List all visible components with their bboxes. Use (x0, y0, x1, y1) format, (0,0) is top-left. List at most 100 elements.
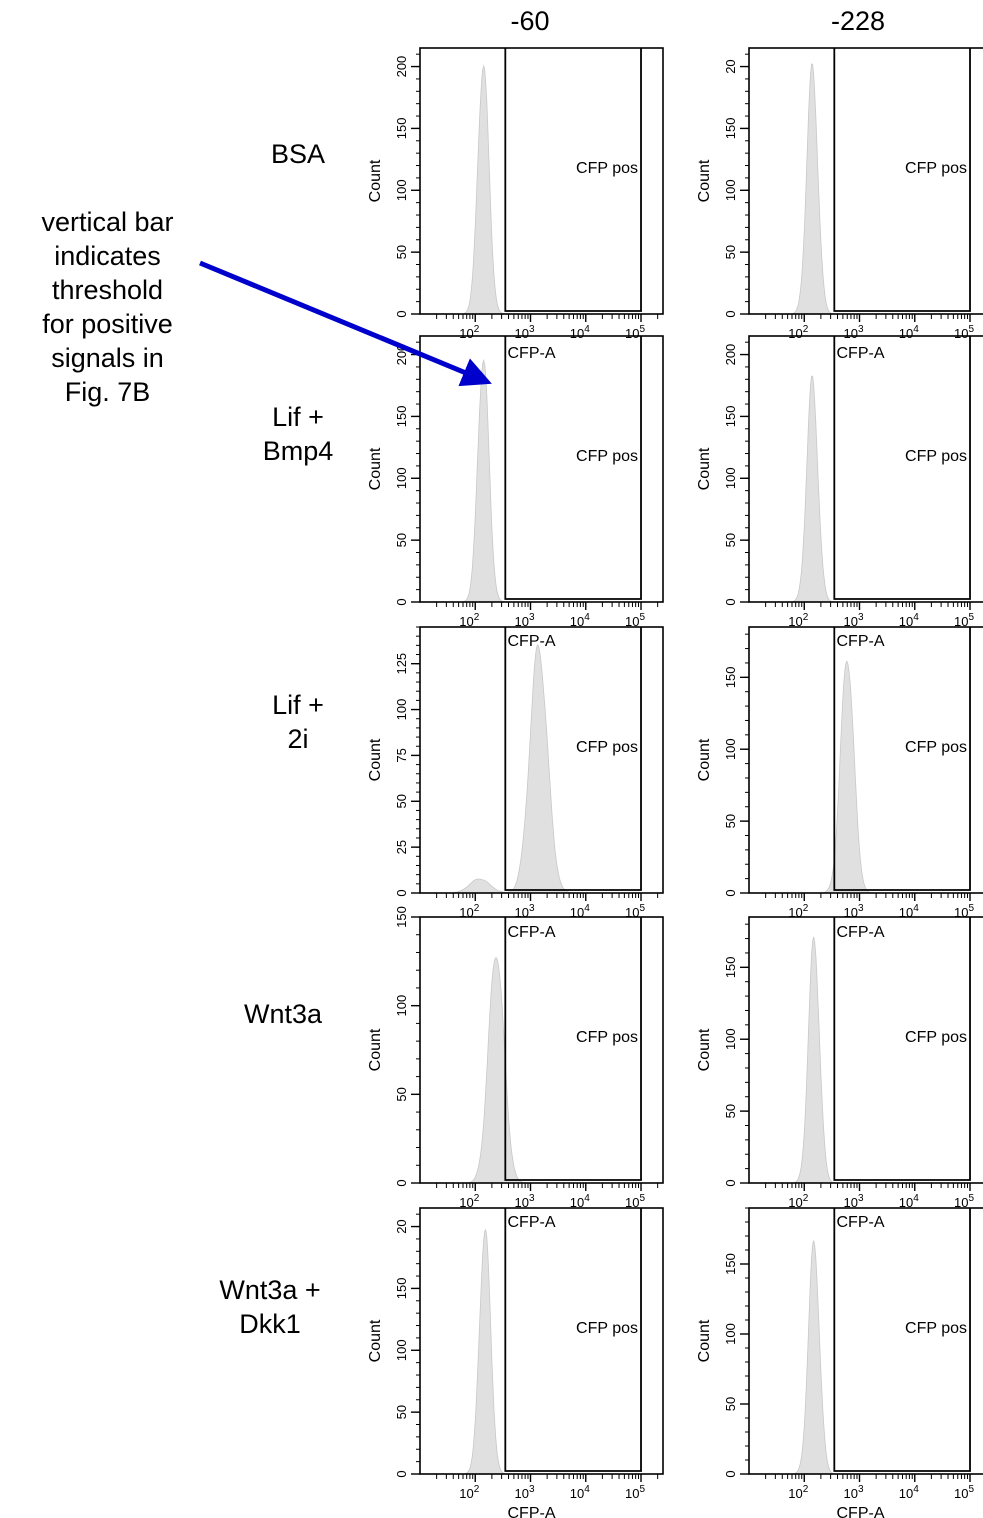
row-label-line: Dkk1 (239, 1309, 301, 1339)
y-tick-label: 0 (723, 1470, 738, 1477)
gate-threshold-bar (504, 48, 642, 312)
gate-label: CFP pos (905, 739, 967, 756)
x-tick-label: 102 (459, 612, 479, 629)
y-tick-label: 50 (394, 533, 409, 547)
y-tick-label: 50 (723, 533, 738, 547)
y-tick-label: 20 (394, 1219, 409, 1233)
x-tick-label: 104 (899, 612, 919, 629)
histogram-panel: CFP pos 0 50 100 150 Count 102 103 104 105 CFP-A (696, 916, 983, 1231)
y-tick-label: 150 (723, 406, 738, 428)
x-axis-label: CFP-A (837, 1214, 885, 1231)
row-label-line: Bmp4 (262, 436, 334, 466)
gate-threshold-bar (504, 627, 642, 891)
y-tick-label: 0 (723, 598, 738, 605)
annotation-line: signals in (51, 343, 164, 373)
y-axis-label: Count (367, 447, 384, 490)
y-tick-label: 50 (394, 1087, 409, 1101)
y-tick-label: 150 (394, 906, 409, 928)
y-tick-label: 50 (394, 794, 409, 808)
y-tick-label: 150 (394, 118, 409, 140)
y-tick-label: 150 (723, 118, 738, 140)
gate-threshold-bar (833, 336, 971, 600)
y-tick-label: 50 (394, 245, 409, 259)
row-label-lif-2i: Lif + 2i (228, 688, 368, 756)
row-label-line: Lif + (272, 690, 324, 720)
y-tick-label: 75 (394, 748, 409, 762)
row-label-wnt3a-dkk1: Wnt3a + Dkk1 (200, 1273, 340, 1341)
x-tick-label: 105 (625, 324, 645, 341)
x-tick-label: 104 (899, 1193, 919, 1210)
x-tick-label: 104 (570, 1193, 590, 1210)
x-tick-label: 103 (843, 612, 863, 629)
y-tick-label: 100 (394, 1339, 409, 1361)
gate-threshold-bar (504, 336, 642, 600)
y-tick-label: 100 (394, 467, 409, 489)
plot-frame (419, 335, 664, 603)
y-tick-label: 200 (723, 344, 738, 366)
plot-frame (419, 47, 664, 315)
y-axis-label: Count (367, 159, 384, 202)
x-tick-label: 102 (788, 324, 808, 341)
y-tick-label: 100 (723, 1028, 738, 1050)
x-axis-label: CFP-A (508, 1214, 556, 1231)
x-tick-label: 105 (954, 1193, 974, 1210)
y-tick-label: 50 (394, 1405, 409, 1419)
annotation-line: threshold (51, 275, 164, 305)
gate-threshold-bar (833, 627, 971, 891)
x-axis-label: CFP-A (837, 924, 885, 941)
annotation-line: for positive (42, 309, 173, 339)
y-tick-label: 50 (723, 814, 738, 828)
gate-label: CFP pos (576, 739, 638, 756)
x-tick-label: 103 (843, 1193, 863, 1210)
y-axis-label: Count (367, 1028, 384, 1071)
y-tick-label: 100 (394, 995, 409, 1017)
row-label-line: Lif + (272, 402, 324, 432)
gate-label: CFP pos (576, 160, 638, 177)
y-tick-label: 0 (394, 1470, 409, 1477)
y-tick-label: 0 (723, 1179, 738, 1186)
y-tick-label: 150 (723, 666, 738, 688)
histogram-panel: CFP pos 0 50 100 150 Count 102 103 104 105 CFP-A (367, 906, 664, 1231)
y-axis-label: Count (367, 1319, 384, 1362)
x-tick-label: 103 (843, 324, 863, 341)
row-label-bsa: BSA (228, 137, 368, 171)
gate-threshold-bar (833, 917, 971, 1181)
y-tick-label: 0 (394, 310, 409, 317)
plot-frame (748, 335, 983, 603)
gate-threshold-bar (833, 1208, 971, 1472)
y-tick-label: 50 (723, 1397, 738, 1411)
x-tick-label: 102 (788, 1193, 808, 1210)
y-tick-label: 125 (394, 653, 409, 675)
gate-label: CFP pos (905, 448, 967, 465)
x-axis-label: CFP-A (508, 924, 556, 941)
row-label-line: BSA (270, 139, 326, 169)
annotation-line: vertical bar (41, 207, 174, 237)
plot-frame (419, 916, 664, 1184)
y-tick-label: 100 (723, 1323, 738, 1345)
x-tick-label: 103 (514, 324, 534, 341)
gate-label: CFP pos (576, 1029, 638, 1046)
plot-frame (419, 626, 664, 894)
y-tick-label: 50 (723, 1104, 738, 1118)
gate-threshold-bar (504, 1208, 642, 1472)
y-tick-label: 150 (394, 406, 409, 428)
gate-label: CFP pos (905, 1320, 967, 1337)
x-tick-label: 103 (514, 612, 534, 629)
y-tick-label: 25 (394, 840, 409, 854)
y-axis-label: Count (696, 738, 713, 781)
plot-frame (748, 47, 983, 315)
gate-threshold-bar (833, 48, 971, 312)
y-tick-label: 200 (394, 56, 409, 78)
x-tick-label: 102 (459, 324, 479, 341)
x-tick-label: 104 (570, 612, 590, 629)
plot-frame (748, 626, 983, 894)
y-tick-label: 100 (723, 467, 738, 489)
gate-label: CFP pos (905, 160, 967, 177)
column-title-0: -60 (510, 6, 550, 36)
y-tick-label: 150 (723, 1253, 738, 1275)
